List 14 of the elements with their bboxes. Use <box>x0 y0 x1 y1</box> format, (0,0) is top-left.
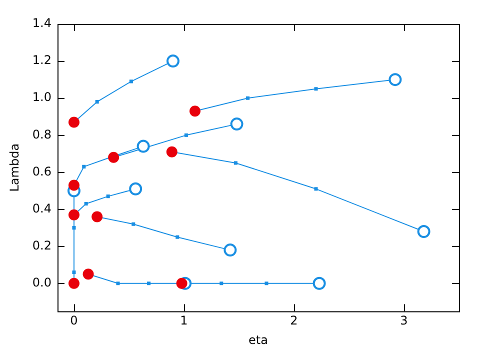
y-tick-label: 1.2 <box>32 53 52 68</box>
x-tick-label: 3 <box>400 314 408 328</box>
y-axis-title: Lambda <box>7 143 22 192</box>
x-tick-label: 0 <box>70 314 78 328</box>
x-tick-label: 1 <box>180 314 188 328</box>
y-tick-label: 1.4 <box>32 16 52 30</box>
y-tick-label: 0.4 <box>32 201 52 216</box>
x-tick-label: 2 <box>290 314 298 328</box>
y-tick-label: 0.6 <box>32 164 52 178</box>
y-tick-label: 0.0 <box>32 276 52 290</box>
y-tick-label: 0.2 <box>32 238 52 252</box>
y-tick-label: 1.0 <box>32 90 52 104</box>
x-axis-title: eta <box>248 332 268 347</box>
y-tick-label: 0.8 <box>32 127 52 142</box>
